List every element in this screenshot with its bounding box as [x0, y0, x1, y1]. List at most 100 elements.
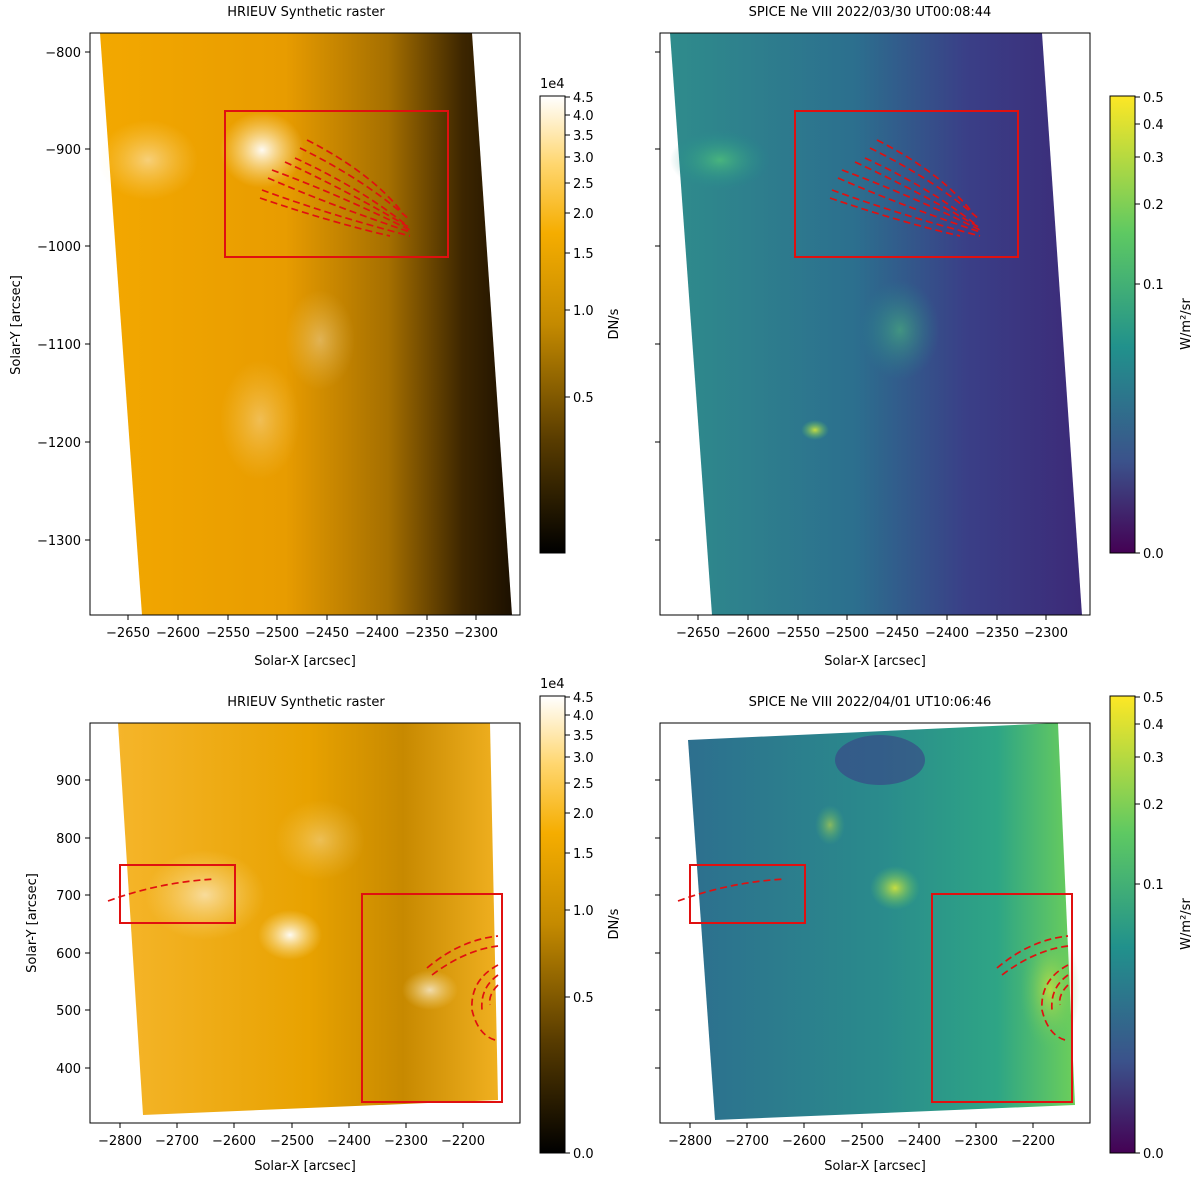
- y-tick-label: 800: [56, 832, 81, 847]
- colorbar-tick-label: 0.4: [1143, 718, 1164, 733]
- x-axis-label: Solar-X [arcsec]: [254, 1159, 356, 1174]
- colorbar-tick-label: 4.0: [573, 709, 594, 724]
- x-ticks: −2800 −2700 −2600 −2500 −2400 −2300 −2200: [668, 1123, 1055, 1149]
- colorbar-ticks: 0.5 0.4 0.3 0.2 0.1 0.0: [1135, 691, 1164, 1162]
- y-tick-label: −1100: [37, 338, 81, 353]
- colorbar: [1109, 695, 1136, 1154]
- x-tick-label: −2200: [441, 1134, 485, 1149]
- loop-tracks: [829, 139, 981, 237]
- colorbar-label: W/m²/sr: [1179, 898, 1194, 950]
- colorbar-tick-label: 0.5: [1143, 91, 1164, 106]
- x-tick-label: −2200: [1011, 1134, 1055, 1149]
- x-tick-label: −2500: [270, 1134, 314, 1149]
- panel-bottom-right: SPICE Ne VIII 2022/04/01 UT10:06:46 −280…: [655, 691, 1194, 1174]
- x-tick-label: −2400: [925, 626, 969, 641]
- y-ticks-unlabeled: [655, 51, 660, 541]
- x-tick-label: −2500: [825, 626, 869, 641]
- x-tick-label: −2700: [155, 1134, 199, 1149]
- x-tick-label: −2800: [98, 1134, 142, 1149]
- y-tick-label: 500: [56, 1004, 81, 1019]
- colorbar-tick-label: 0.0: [573, 1147, 594, 1162]
- x-tick-label: −2800: [668, 1134, 712, 1149]
- region-box: [689, 864, 806, 924]
- axes-frame: [89, 32, 521, 616]
- loop-tracks: [107, 878, 499, 1041]
- colorbar-tick-label: 2.0: [573, 807, 594, 822]
- colorbar-ticks: 4.5 4.0 3.5 3.0 2.5 2.0 1.5 1.0 0.5 0.0: [565, 691, 594, 1162]
- colorbar-tick-label: 3.5: [573, 129, 594, 144]
- x-tick-label: −2350: [405, 626, 449, 641]
- y-tick-label: −1000: [37, 240, 81, 255]
- colorbar-tick-label: 4.0: [573, 109, 594, 124]
- x-axis-label: Solar-X [arcsec]: [254, 654, 356, 669]
- y-tick-label: −1300: [37, 534, 81, 549]
- panel-title: SPICE Ne VIII 2022/03/30 UT00:08:44: [749, 5, 992, 20]
- colorbar-ticks: 0.5 0.4 0.3 0.2 0.1 0.0: [1135, 91, 1164, 562]
- colorbar-label: W/m²/sr: [1179, 298, 1194, 350]
- colorbar: [1109, 95, 1136, 554]
- colorbar-tick-label: 1.5: [573, 247, 594, 262]
- panel-title: HRIEUV Synthetic raster: [227, 5, 385, 20]
- spice-raster-image: [688, 723, 1075, 1120]
- x-tick-label: −2400: [897, 1134, 941, 1149]
- colorbar-exponent: 1e4: [540, 77, 565, 92]
- colorbar-tick-label: 4.5: [573, 691, 594, 706]
- colorbar-tick-label: 4.5: [573, 91, 594, 106]
- y-tick-label: −1200: [37, 436, 81, 451]
- loop-tracks: [677, 878, 1069, 1041]
- loop-tracks: [259, 139, 411, 237]
- colorbar-tick-label: 1.0: [573, 904, 594, 919]
- colorbar-tick-label: 0.5: [573, 991, 594, 1006]
- colorbar-tick-label: 0.5: [573, 391, 594, 406]
- axes-frame: [659, 722, 1091, 1124]
- colorbar-tick-label: 0.1: [1143, 878, 1164, 893]
- x-tick-label: −2350: [975, 626, 1019, 641]
- x-tick-label: −2400: [355, 626, 399, 641]
- colorbar-tick-label: 0.2: [1143, 198, 1164, 213]
- colorbar-tick-label: 3.0: [573, 751, 594, 766]
- x-tick-label: −2550: [776, 626, 820, 641]
- y-tick-label: 900: [56, 774, 81, 789]
- x-tick-label: −2300: [454, 626, 498, 641]
- colorbar-tick-label: 2.5: [573, 177, 594, 192]
- x-ticks: −2650 −2600 −2550 −2500 −2450 −2400 −2350 −2300: [106, 615, 498, 641]
- y-tick-label: −800: [45, 46, 81, 61]
- y-axis-label: Solar-Y [arcsec]: [25, 873, 40, 973]
- colorbar-label: DN/s: [607, 908, 622, 939]
- colorbar-tick-label: 0.0: [1143, 1147, 1164, 1162]
- colorbar-tick-label: 2.0: [573, 207, 594, 222]
- y-tick-label: 600: [56, 947, 81, 962]
- x-tick-label: −2450: [875, 626, 919, 641]
- colorbar-tick-label: 3.5: [573, 729, 594, 744]
- panel-bottom-left: HRIEUV Synthetic raster −2800 −2700 −2600−…: [25, 677, 622, 1174]
- y-ticks: −800 −900 −1000 −1100 −1200 −1300: [37, 46, 90, 549]
- y-tick-label: 400: [56, 1062, 81, 1077]
- y-ticks: 900 800 700 600 500 400: [56, 774, 90, 1077]
- region-box: [224, 110, 449, 258]
- x-axis-label: Solar-X [arcsec]: [824, 654, 926, 669]
- x-tick-label: −2300: [954, 1134, 998, 1149]
- colorbar-tick-label: 0.2: [1143, 798, 1164, 813]
- panel-title: HRIEUV Synthetic raster: [227, 695, 385, 710]
- colorbar-tick-label: 0.3: [1143, 151, 1164, 166]
- x-tick-label: −2600: [156, 626, 200, 641]
- axes-frame: [659, 32, 1091, 616]
- colorbar-tick-label: 0.3: [1143, 751, 1164, 766]
- image-area: [98, 33, 512, 615]
- x-tick-label: −2300: [384, 1134, 428, 1149]
- x-axis-label: Solar-X [arcsec]: [824, 1159, 926, 1174]
- colorbar-tick-label: 1.5: [573, 847, 594, 862]
- colorbar-label: DN/s: [607, 308, 622, 339]
- y-axis-label: Solar-Y [arcsec]: [9, 275, 24, 375]
- colorbar-tick-label: 2.5: [573, 777, 594, 792]
- panel-top-left: HRIEUV Synthetic raster −2650 −2600 −2550−…: [9, 5, 622, 669]
- x-tick-label: −2600: [726, 626, 770, 641]
- x-tick-label: −2550: [206, 626, 250, 641]
- x-ticks: −2800 −2700 −2600 −2500 −2400 −2300 −2200: [98, 1123, 485, 1149]
- x-tick-label: −2650: [676, 626, 720, 641]
- colorbar-tick-label: 0.4: [1143, 118, 1164, 133]
- colorbar-tick-label: 3.0: [573, 151, 594, 166]
- y-tick-label: 700: [56, 889, 81, 904]
- region-box: [794, 110, 1019, 258]
